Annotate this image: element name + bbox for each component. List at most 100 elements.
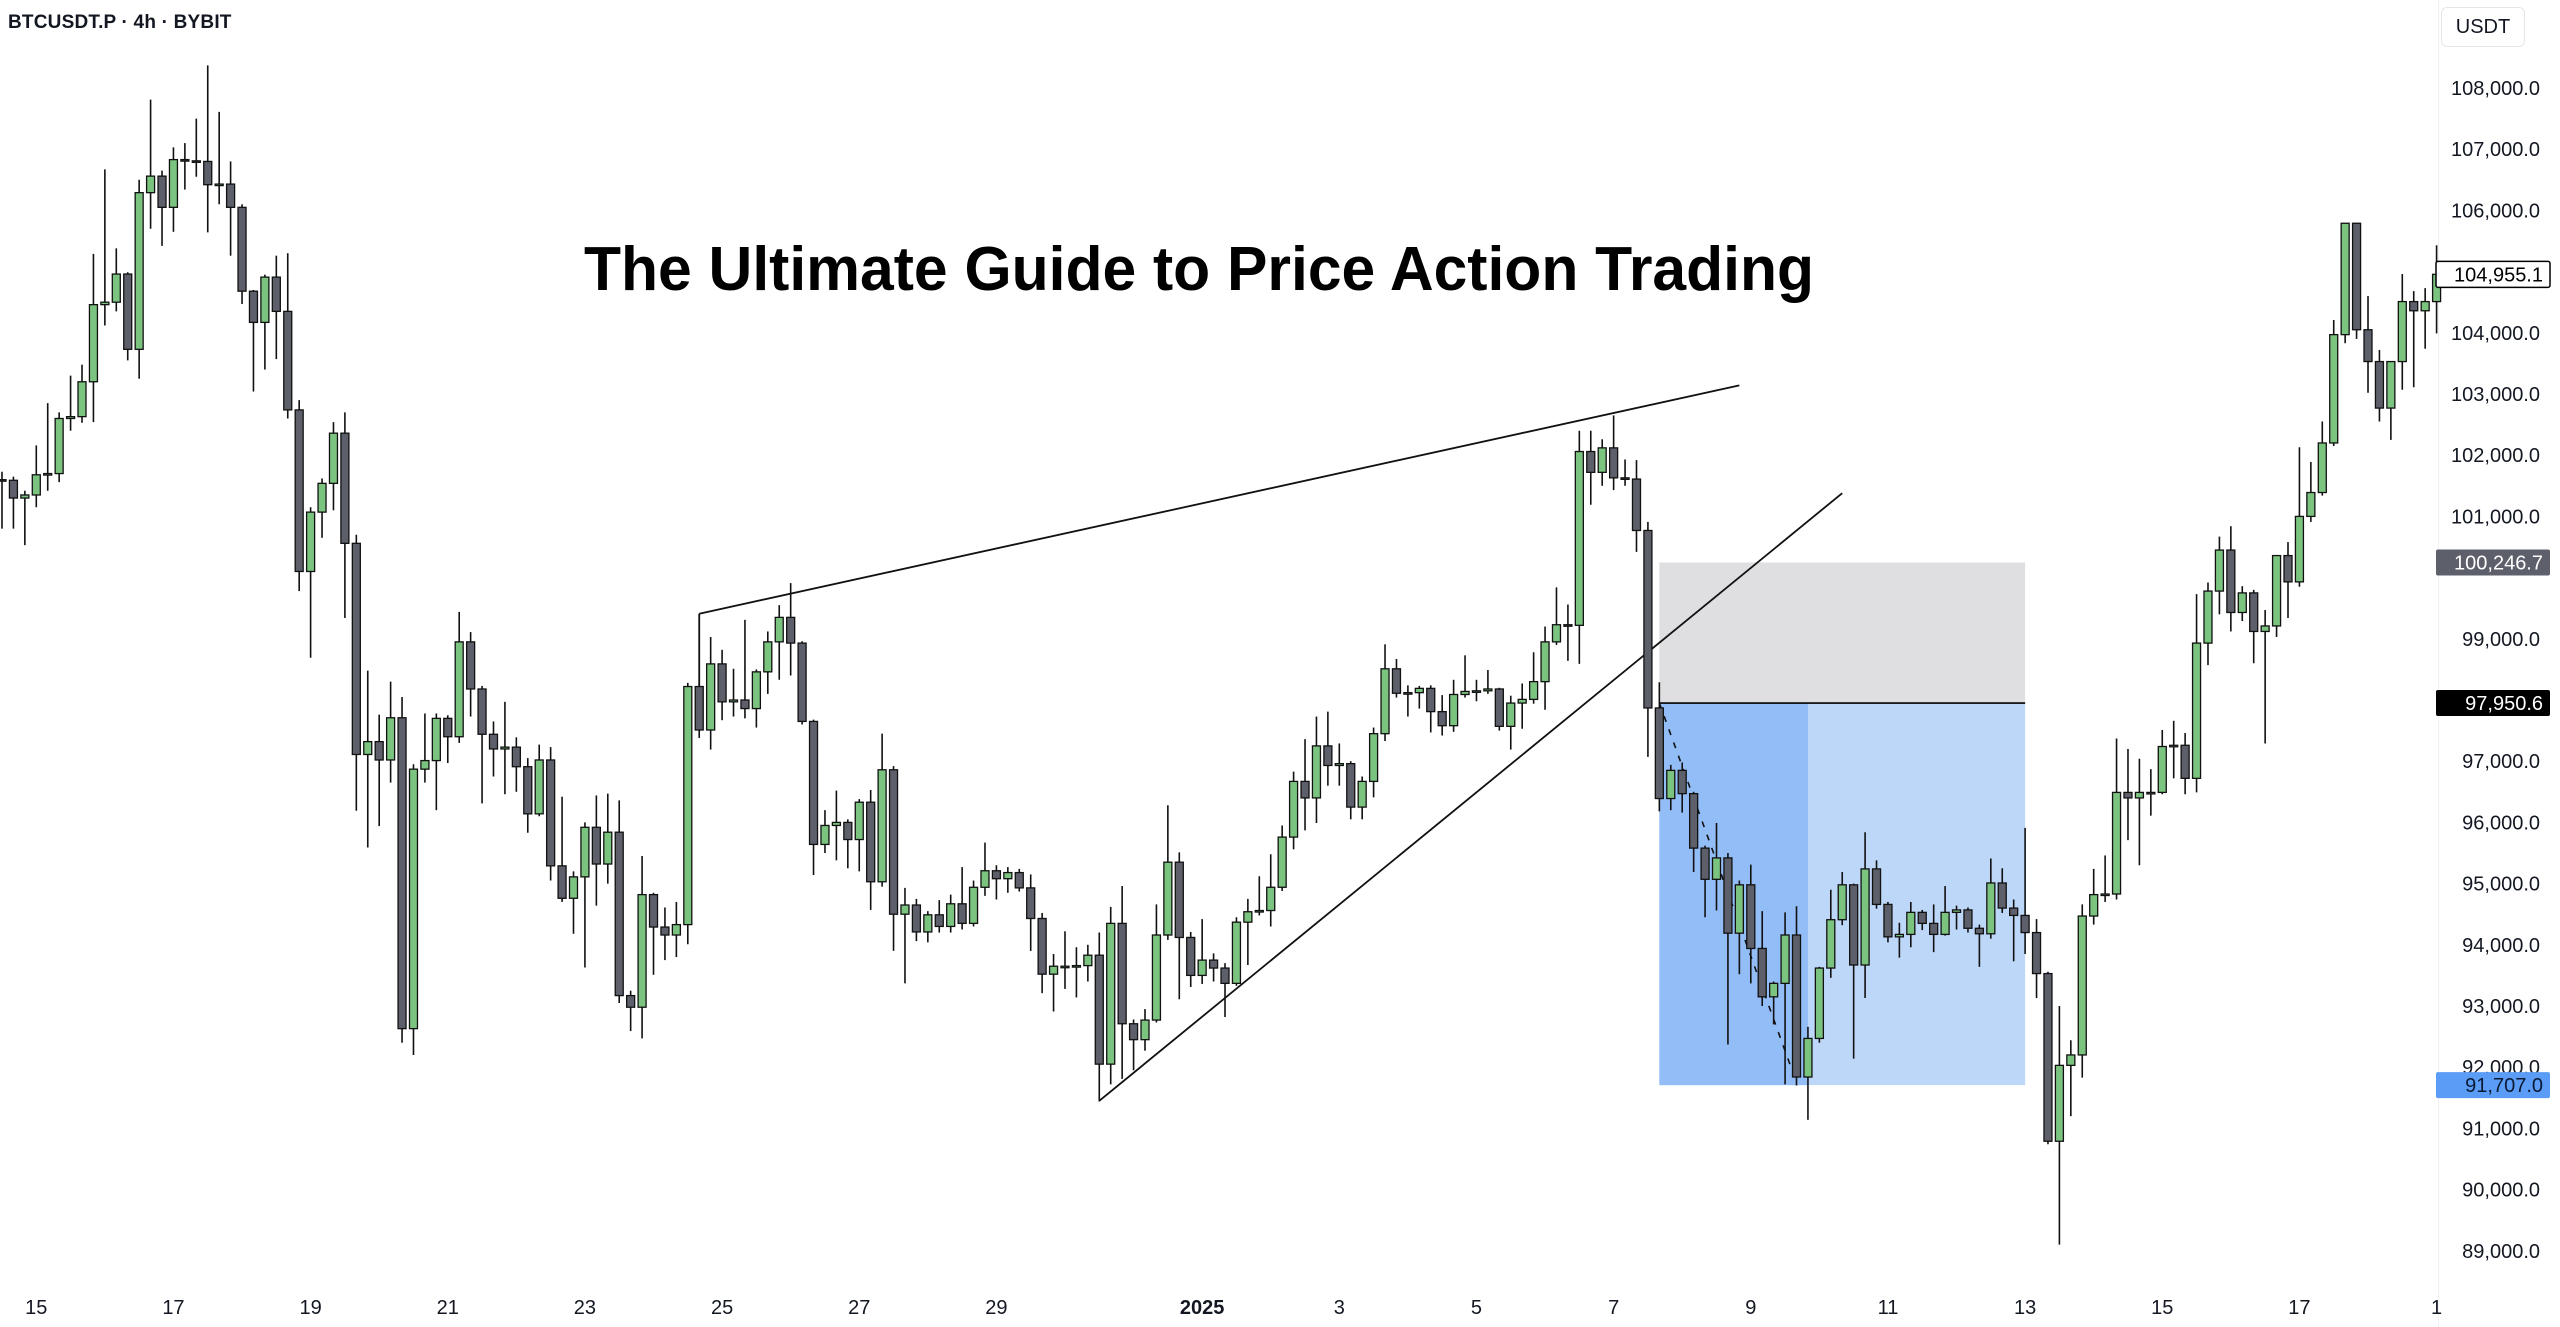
candle-body-down: [2043, 972, 2053, 1142]
take-profit-progress: [1659, 703, 1808, 1086]
candle-body-up: [877, 769, 887, 883]
date-tick-label: 23: [574, 1297, 596, 1319]
candle: [1071, 947, 1082, 998]
candle-body-down: [2180, 744, 2190, 779]
candle: [248, 289, 259, 392]
candle: [2031, 919, 2042, 999]
candle: [1243, 898, 1253, 965]
candle: [1128, 1019, 1139, 1071]
candle-body-down: [1974, 927, 1985, 935]
candle: [831, 790, 842, 861]
candle-body-up: [1266, 886, 1276, 912]
candle: [1528, 652, 1539, 704]
candle: [900, 887, 910, 984]
date-tick-label: 27: [848, 1297, 870, 1319]
candle-body-up: [145, 175, 156, 194]
candle: [2363, 296, 2373, 393]
candle-body-down: [1174, 861, 1184, 939]
candle-body-down: [8, 479, 19, 499]
candle-body-down: [157, 175, 167, 208]
candle-body-down: [694, 685, 704, 731]
candle: [363, 670, 373, 848]
candle-body-up: [2203, 590, 2213, 644]
candle-body-down: [1929, 922, 1939, 936]
candle: [2260, 610, 2270, 744]
candle: [2054, 1006, 2065, 1245]
stop-loss-zone[interactable]: [1659, 562, 2026, 704]
candle-body-up: [637, 893, 647, 1008]
candle-body-up: [2420, 300, 2430, 312]
candle-body-up: [2191, 642, 2202, 779]
candle: [1391, 658, 1402, 698]
candle: [614, 800, 624, 1003]
candle-body-up: [1769, 982, 1779, 998]
candle: [1643, 521, 1653, 757]
price-tick-label: 108,000.0: [2451, 78, 2540, 100]
candle: [328, 422, 339, 511]
date-tick-label: 21: [437, 1297, 459, 1319]
candle: [1654, 682, 1664, 812]
candle: [2374, 349, 2385, 422]
candle: [1574, 430, 1584, 664]
candle: [717, 649, 727, 721]
candle-body-down: [557, 865, 567, 899]
candle: [420, 713, 430, 783]
candle-body-up: [2100, 893, 2110, 897]
candle-body-up: [431, 717, 441, 762]
candle: [1608, 415, 1619, 491]
candle-body-up: [1826, 919, 1836, 969]
candle: [1346, 761, 1356, 820]
candle-body-up: [1197, 959, 1207, 977]
price-tick-label: 104,000.0: [2451, 323, 2540, 345]
price-axis[interactable]: [2438, 0, 2560, 1327]
candle-body-down: [1437, 710, 1447, 727]
candle-body-up: [2397, 300, 2407, 363]
candle-body-up: [77, 381, 87, 418]
candle-body-up: [900, 904, 910, 915]
candle-body-up: [317, 482, 327, 513]
candle: [683, 682, 693, 945]
candle-body-up: [1894, 933, 1905, 938]
candle-body-up: [1940, 911, 1950, 936]
candle-body-down: [1677, 769, 1687, 795]
candle: [2431, 245, 2442, 334]
candle: [1723, 853, 1733, 1045]
candle-body-down: [465, 641, 476, 690]
candle: [180, 143, 190, 190]
candle: [1288, 771, 1299, 850]
short-position-tool[interactable]: [1659, 562, 2026, 1086]
candle: [751, 669, 762, 728]
candle-body-up: [2146, 791, 2156, 795]
candle-body-down: [1688, 792, 1699, 849]
candle-body-down: [1849, 884, 1859, 966]
candle: [2249, 589, 2259, 664]
candle-body-down: [1791, 934, 1802, 1078]
candle-body-down: [271, 276, 281, 313]
candle-body-down: [1563, 624, 1573, 627]
candle-body-up: [1288, 780, 1299, 838]
candle: [374, 714, 384, 827]
candle: [1048, 953, 1059, 1012]
candle-body-up: [2054, 1064, 2065, 1142]
candle-body-down: [1037, 917, 1047, 975]
candle-body-up: [568, 876, 579, 899]
candle: [1917, 909, 1927, 931]
candle: [454, 611, 464, 743]
candle: [294, 400, 304, 592]
candle: [1871, 860, 1882, 909]
candle: [1997, 868, 2007, 913]
currency-selector[interactable]: USDT: [2441, 7, 2525, 47]
candle-body-up: [1483, 688, 1493, 692]
candle: [1083, 944, 1093, 982]
candle-body-down: [477, 688, 487, 735]
candle: [911, 898, 922, 942]
upper-trendline[interactable]: [699, 384, 1740, 615]
candle-body-up: [820, 824, 830, 846]
candle: [763, 631, 773, 694]
lower-trendline[interactable]: [1098, 492, 1843, 1102]
date-tick-label: 1: [2431, 1297, 2442, 1319]
candle-body-down: [443, 717, 453, 738]
candle-body-up: [2329, 333, 2339, 444]
candle-body-down: [1643, 529, 1653, 709]
